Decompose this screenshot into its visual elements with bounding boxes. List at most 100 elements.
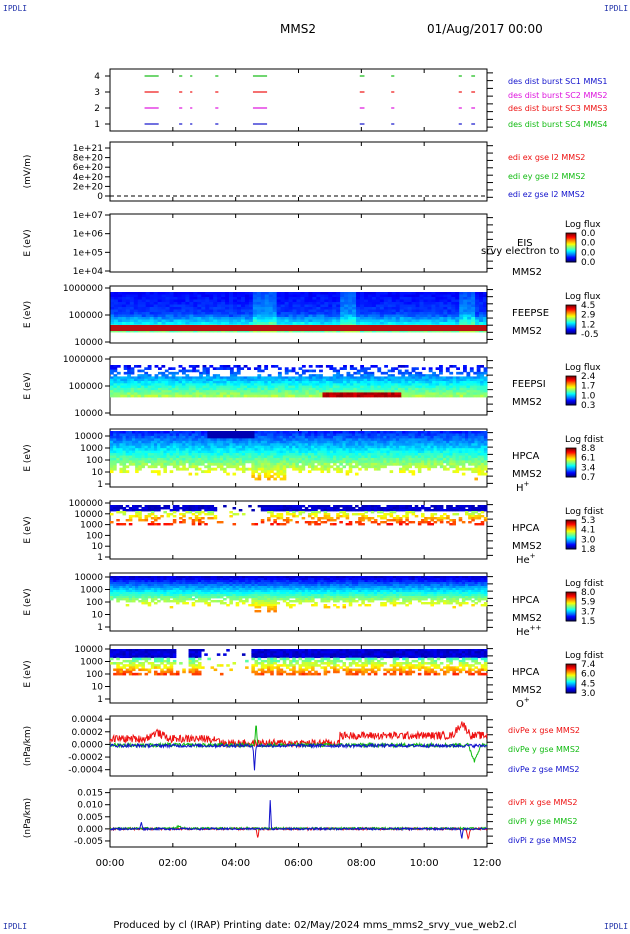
instrument-label: FEEPSI xyxy=(512,379,546,390)
colorbar-band xyxy=(566,593,576,595)
heatmap-hpca-o xyxy=(110,649,488,676)
colorbar-band xyxy=(566,309,576,312)
colorbar-band xyxy=(566,664,576,666)
y-tick-label: -0.0002 xyxy=(68,753,103,763)
colorbar-tick-label: 3.0 xyxy=(581,535,596,545)
colorbar-tick-label: 3.7 xyxy=(581,607,595,617)
colorbar-band xyxy=(566,522,576,525)
colorbar-tick-label: 1.0 xyxy=(581,391,596,401)
colorbar-band xyxy=(566,394,576,396)
colorbar-title: Log fdist xyxy=(565,507,604,517)
colorbar-band xyxy=(566,390,576,393)
colorbar-band xyxy=(566,467,576,470)
colorbar-frame xyxy=(565,663,577,694)
spacecraft-label: MMS2 xyxy=(512,613,542,624)
colorbar-band xyxy=(566,395,576,398)
colorbar-band xyxy=(566,463,576,466)
y-axis-label: E (eV) xyxy=(23,588,33,615)
colorbar-band xyxy=(566,397,576,400)
panel-divpi-frame xyxy=(109,788,488,848)
y-tick-label: 1000 xyxy=(80,444,103,454)
y-tick-label: 1 xyxy=(97,553,103,563)
colorbar-band xyxy=(566,247,576,250)
colorbar-band xyxy=(566,234,576,236)
colorbar-band xyxy=(566,458,576,461)
instrument-label: FEEPSE xyxy=(512,308,549,319)
y-tick-label: 10 xyxy=(92,683,104,693)
colorbar-band xyxy=(566,530,576,533)
y-tick-label: 100000 xyxy=(69,382,104,392)
colorbar-band xyxy=(566,667,576,670)
colorbar-band xyxy=(566,377,576,379)
colorbar-band xyxy=(566,305,576,307)
legend-entry: des dist burst SC1 MMS1 xyxy=(508,77,607,86)
legend-entry: des dist burst SC3 MMS3 xyxy=(508,104,607,113)
spacecraft-label: MMS2 xyxy=(512,267,542,278)
series-divpe-x xyxy=(109,721,488,749)
colorbar-band xyxy=(566,528,576,531)
y-tick-label: 10 xyxy=(92,611,104,621)
instrument-label: HPCA xyxy=(512,595,540,606)
colorbar-title: Log flux xyxy=(565,292,601,302)
y-tick-label: 1e+05 xyxy=(73,248,103,258)
y-tick-label: 1e+21 xyxy=(73,144,103,154)
colorbar-band xyxy=(566,319,576,322)
charge-label: + xyxy=(530,552,536,560)
colorbar-band xyxy=(566,389,576,391)
colorbar-band xyxy=(566,241,576,244)
colorbar-band xyxy=(566,461,576,463)
legend-entry: divPi y gse MMS2 xyxy=(508,817,577,826)
corner-mark-bottom-right: IPDLI xyxy=(604,922,629,931)
colorbar-tick-label: 4.1 xyxy=(581,526,595,536)
y-tick-label: 0.000 xyxy=(77,825,103,835)
footer-text: Produced by cl (IRAP) Printing date: 02/… xyxy=(113,920,517,931)
y-tick-label: 6e+20 xyxy=(73,163,104,173)
colorbar-tick-label: 0.0 xyxy=(581,248,596,258)
colorbar-band xyxy=(566,454,576,456)
legend-entry: divPe x gse MMS2 xyxy=(508,726,580,735)
series-divpe-y xyxy=(109,725,488,763)
colorbar-band xyxy=(566,315,576,318)
colorbar-band xyxy=(566,388,576,390)
instrument-label: HPCA xyxy=(512,451,540,462)
colorbar-band xyxy=(566,329,576,331)
y-axis-label: (nPa/km) xyxy=(23,798,33,838)
colorbar-band xyxy=(566,688,576,690)
colorbar-band xyxy=(566,542,576,545)
colorbar-band xyxy=(566,402,576,405)
colorbar-band xyxy=(566,318,576,320)
colorbar-band xyxy=(566,451,576,454)
colorbar-band xyxy=(566,680,576,683)
panel-burst-availability-frame xyxy=(109,68,488,132)
legend-entry: edi ey gse l2 MMS2 xyxy=(508,172,586,181)
colorbar-band xyxy=(566,466,576,468)
colorbar-band xyxy=(566,678,576,681)
colorbar-band xyxy=(566,608,576,611)
colorbar-band xyxy=(566,331,576,334)
colorbar-tick-label: 5.9 xyxy=(581,598,596,608)
colorbar-band xyxy=(566,685,576,688)
colorbar-band xyxy=(566,253,576,256)
charge-label: ++ xyxy=(530,624,542,632)
colorbar-band xyxy=(566,618,576,621)
colorbar-tick-label: 5.3 xyxy=(581,516,595,526)
colorbar-band xyxy=(566,594,576,597)
colorbar-band xyxy=(566,384,576,387)
colorbar-band xyxy=(566,308,576,311)
colorbar-band xyxy=(566,457,576,460)
colorbar-band xyxy=(566,527,576,529)
colorbar-band xyxy=(566,682,576,684)
colorbar-band xyxy=(566,236,576,239)
colorbar-band xyxy=(566,541,576,544)
colorbar-band xyxy=(566,538,576,540)
colorbar-tick-label: 1.2 xyxy=(581,320,595,330)
colorbar-tick-label: 2.4 xyxy=(581,372,596,382)
y-axis-label: E (eV) xyxy=(23,229,33,256)
colorbar-band xyxy=(566,535,576,538)
y-tick-label: 10000 xyxy=(74,338,103,348)
colorbar-band xyxy=(566,472,576,474)
legend-entry: edi ez gse l2 MMS2 xyxy=(508,190,585,199)
colorbar-band xyxy=(566,317,576,319)
heatmap-hpca-hepp xyxy=(110,576,488,613)
charge-label: + xyxy=(524,696,530,704)
